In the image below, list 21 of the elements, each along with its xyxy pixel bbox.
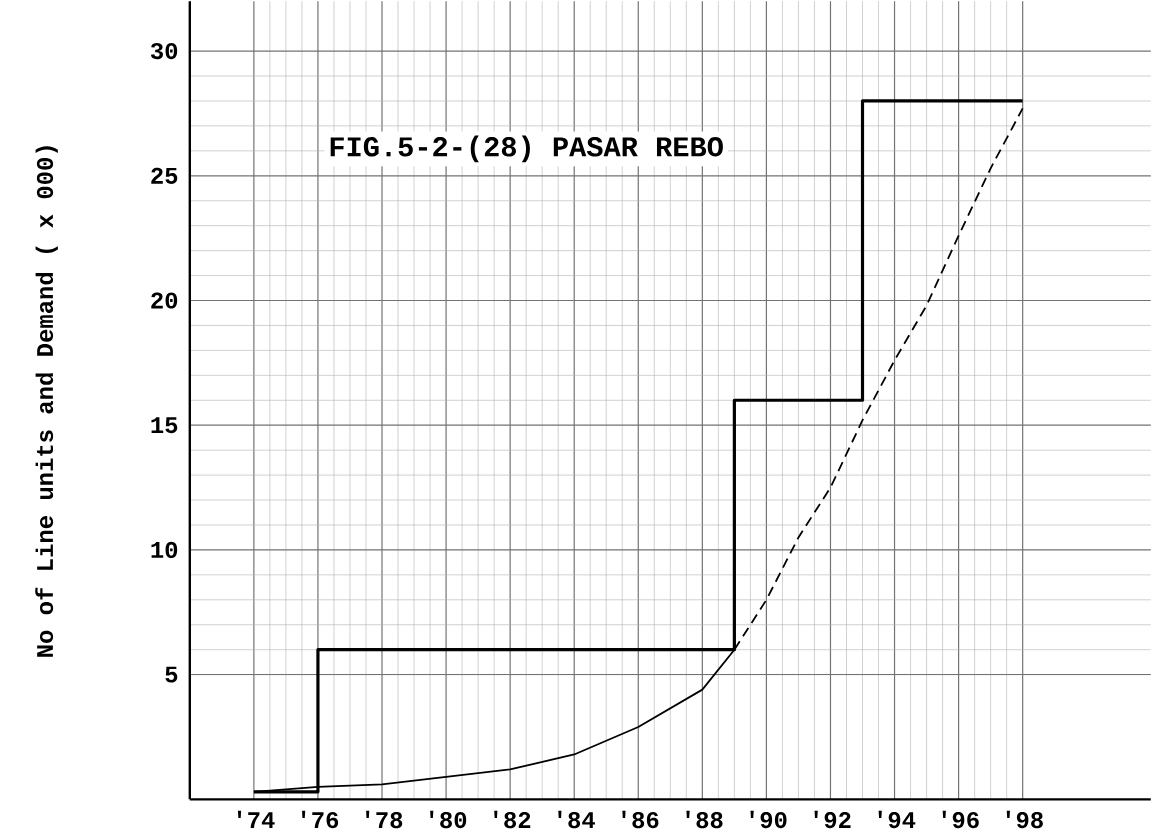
y-tick-label: 15 bbox=[151, 417, 178, 434]
x-tick-label: '84 bbox=[558, 810, 595, 829]
x-tick-label: '88 bbox=[686, 810, 723, 829]
x-tick-label: '94 bbox=[878, 810, 916, 829]
x-tick-label: '96 bbox=[942, 810, 979, 829]
y-tick-label: 25 bbox=[151, 167, 178, 184]
x-tick-label: '86 bbox=[622, 810, 659, 829]
x-tick-label: '98 bbox=[1006, 810, 1043, 829]
y-axis-title: No of Line units and Demand ( x 000) bbox=[35, 146, 58, 657]
y-tick-label: 20 bbox=[151, 292, 178, 309]
x-tick-label: '92 bbox=[814, 810, 851, 829]
x-tick-label: '90 bbox=[750, 810, 787, 829]
y-tick-label: 30 bbox=[150, 42, 178, 60]
x-tick-label: '78 bbox=[366, 810, 403, 829]
y-tick-label: 10 bbox=[151, 541, 178, 558]
x-tick-label: '82 bbox=[494, 810, 531, 829]
x-tick-label: '80 bbox=[430, 810, 467, 829]
x-tick-label: '76 bbox=[302, 810, 339, 829]
y-tick-label: 5 bbox=[165, 666, 178, 683]
x-tick-label: '74 bbox=[237, 810, 275, 828]
text: FIG.5-2-(28) PASAR REBO bbox=[330, 135, 723, 163]
